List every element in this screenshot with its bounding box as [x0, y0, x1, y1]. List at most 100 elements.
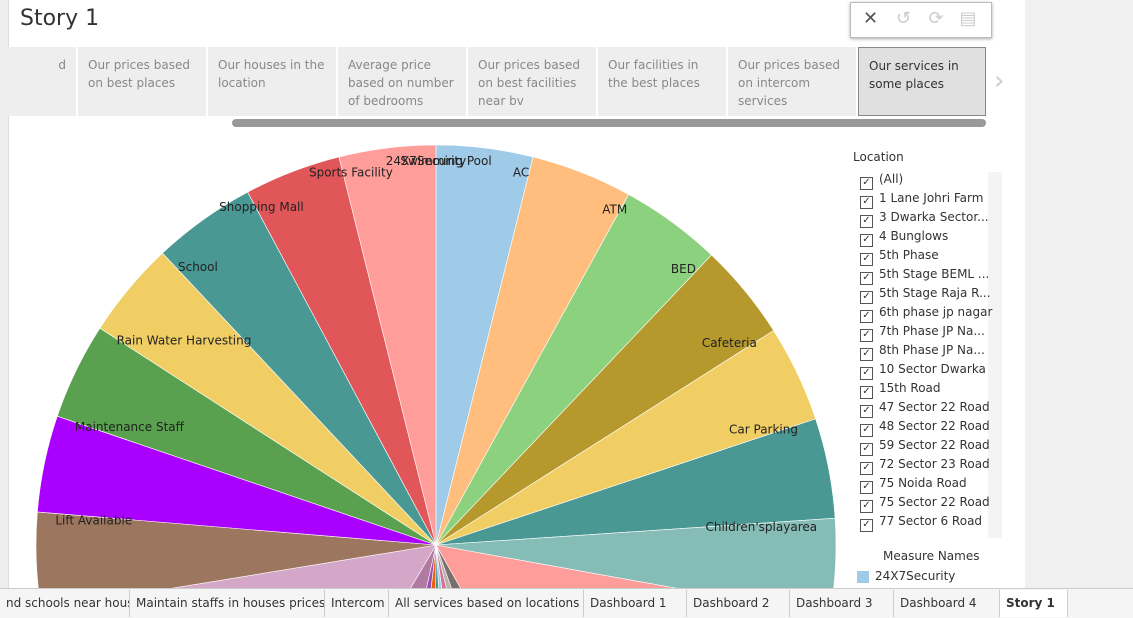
checkbox[interactable]: ✓ [860, 443, 873, 456]
filter-item[interactable]: ✓ 5th Stage BEML ... [860, 265, 990, 285]
checkbox[interactable]: ✓ [860, 386, 873, 399]
filter-label: (All) [879, 172, 904, 186]
sheet-tab[interactable]: nd schools near hous... [0, 590, 130, 617]
legend-label: 24X7Security [875, 569, 956, 583]
story-title: Story 1 [20, 6, 100, 31]
filter-item[interactable]: ✓ 47 Sector 22 Road [860, 398, 990, 418]
filter-label: 15th Road [879, 381, 941, 395]
pie-slice [338, 144, 437, 546]
toolbar: ✕ ↺ ⟳ ▤ [850, 2, 992, 38]
checkbox[interactable]: ✓ [860, 367, 873, 380]
story-point[interactable]: Our prices based on intercom services [728, 47, 856, 116]
checkbox[interactable]: ✓ [860, 405, 873, 418]
slice-label: Rain Water Harvesting [117, 334, 252, 348]
slice-label: 24X7Security [386, 154, 466, 168]
slice-label: Shopping Mall [219, 200, 304, 214]
checkbox[interactable]: ✓ [860, 291, 873, 304]
filter-item[interactable]: ✓ 15th Road [860, 379, 941, 399]
filter-item[interactable]: ✓ 4 Bunglows [860, 227, 949, 247]
filter-item[interactable]: ✓ 3 Dwarka Sector... [860, 208, 989, 228]
filter-item[interactable]: ✓ (All) [860, 170, 904, 190]
checkbox[interactable]: ✓ [860, 481, 873, 494]
sheet-tab[interactable]: Story 1 [1000, 590, 1068, 617]
slice-label: BED [671, 262, 696, 276]
sheet-tab[interactable]: Intercom [325, 590, 389, 617]
slice-label: Lift Available [55, 514, 132, 528]
story-point[interactable]: Our houses in the location [208, 47, 336, 116]
pie-slice [435, 544, 443, 588]
sheet-tab[interactable]: Maintain staffs in houses prices [130, 590, 325, 617]
checkbox[interactable]: ✓ [860, 272, 873, 285]
checkbox[interactable]: ✓ [860, 215, 873, 228]
scrollbar[interactable] [232, 119, 986, 127]
filter-label: 4 Bunglows [879, 229, 949, 243]
filter-label: 7th Phase JP Na... [879, 324, 985, 338]
filter-item[interactable]: ✓ 77 Sector 6 Road [860, 512, 983, 532]
sheet-tab[interactable]: Dashboard 4 [894, 590, 1000, 617]
save-button[interactable]: ▤ [959, 8, 977, 29]
story-point[interactable]: d [0, 47, 76, 116]
filter-item[interactable]: ✓ 6th phase jp nagar [860, 303, 992, 323]
checkbox[interactable]: ✓ [860, 234, 873, 247]
checkbox[interactable]: ✓ [860, 424, 873, 437]
legend-title: Measure Names [883, 549, 980, 563]
side-panel [1025, 0, 1133, 590]
sheet-tab[interactable]: Dashboard 1 [584, 590, 687, 617]
checkbox[interactable]: ✓ [860, 177, 873, 190]
filter-label: 8th Phase JP Na... [879, 343, 985, 357]
filter-item[interactable]: ✓ 5th Phase [860, 246, 939, 266]
slice-label: Children'splayarea [705, 520, 817, 534]
checkbox[interactable]: ✓ [860, 196, 873, 209]
update-button[interactable]: ⟳ [928, 8, 944, 29]
checkbox[interactable]: ✓ [860, 500, 873, 513]
slice-label: Sports Facility [309, 166, 393, 180]
story-point[interactable]: Our services in some places [858, 47, 986, 116]
filter-item[interactable]: ✓ 1 Lane Johri Farm [860, 189, 984, 209]
filter-item[interactable]: ✓ 48 Sector 22 Road [860, 417, 990, 437]
next-arrow[interactable]: › [994, 66, 1005, 96]
filter-label: 75 Sector 22 Road [879, 495, 990, 509]
filter-item[interactable]: ✓ 8th Phase JP Na... [860, 341, 985, 361]
filter-title: Location [853, 150, 904, 164]
filter-item[interactable]: ✓ 72 Sector 23 Road [860, 455, 990, 475]
checkbox[interactable]: ✓ [860, 310, 873, 323]
filter-item[interactable]: ✓ 7th Phase JP Na... [860, 322, 985, 342]
story-point[interactable]: Our prices based on best facilities near… [468, 47, 596, 116]
filter-item[interactable]: ✓ 59 Sector 22 Road [860, 436, 990, 456]
revert-button[interactable]: ↺ [895, 8, 911, 29]
pie-slice [435, 544, 439, 588]
sheet-tab[interactable]: All services based on locations [389, 590, 584, 617]
pie-slice [430, 544, 437, 588]
story-point[interactable]: Average price based on number of bedroom… [338, 47, 466, 116]
sheet-tab[interactable]: Dashboard 3 [790, 590, 894, 617]
filter-label: 5th Stage BEML ... [879, 267, 990, 281]
checkbox[interactable]: ✓ [860, 348, 873, 361]
slice-label: Maintenance Staff [75, 420, 185, 434]
story-point[interactable]: Our prices based on best places [78, 47, 206, 116]
filter-label: 77 Sector 6 Road [879, 514, 983, 528]
filter-item[interactable]: ✓ 75 Noida Road [860, 474, 967, 494]
filter-label: 5th Stage Raja R... [879, 286, 991, 300]
pie-labels: 24X7Security AC ATM BED Cafeteria Car Parking… [55, 154, 817, 534]
filter-scrollbar[interactable] [988, 172, 1002, 538]
checkbox[interactable]: ✓ [860, 462, 873, 475]
legend-swatch [857, 571, 869, 583]
pie-slice [435, 517, 837, 588]
filter-label: 75 Noida Road [879, 476, 967, 490]
pie-slice [171, 544, 437, 588]
filter-item[interactable]: ✓ 10 Sector Dwarka [860, 360, 986, 380]
pie-slice [435, 544, 447, 588]
filter-item[interactable]: ✓ 75 Sector 22 Road [860, 493, 990, 513]
story-point[interactable]: Our facilities in the best places [598, 47, 726, 116]
slice-label: ATM [602, 202, 627, 216]
filter-label: 1 Lane Johri Farm [879, 191, 984, 205]
close-button[interactable]: ✕ [863, 8, 879, 29]
checkbox[interactable]: ✓ [860, 519, 873, 532]
checkbox[interactable]: ✓ [860, 329, 873, 342]
sheet-tab[interactable]: Dashboard 2 [687, 590, 790, 617]
checkbox[interactable]: ✓ [860, 253, 873, 266]
filter-label: 47 Sector 22 Road [879, 400, 990, 414]
filter-item[interactable]: ✓ 5th Stage Raja R... [860, 284, 991, 304]
slice-label: School [178, 260, 218, 274]
